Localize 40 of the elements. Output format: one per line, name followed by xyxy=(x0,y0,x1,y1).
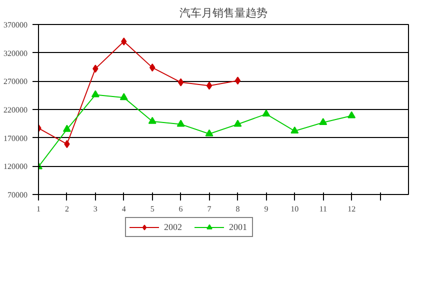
point xyxy=(234,76,241,85)
point xyxy=(150,64,156,72)
point xyxy=(319,118,328,126)
y-tick-label: 120000 xyxy=(4,162,28,172)
point xyxy=(64,140,70,148)
point xyxy=(148,116,156,124)
point xyxy=(290,126,299,134)
x-tick-label: 7 xyxy=(207,204,212,214)
y-tick-label: 320000 xyxy=(4,48,28,58)
y-tick-label: 220000 xyxy=(4,106,28,114)
y-tick-label: 70000 xyxy=(8,190,28,200)
point xyxy=(62,124,71,132)
x-tick-label: 4 xyxy=(122,204,126,214)
x-tick-label: 10 xyxy=(290,204,299,214)
x-tick-label: 3 xyxy=(93,204,98,214)
x-tick-label: 2 xyxy=(64,204,69,214)
x-tick-label: 5 xyxy=(150,204,154,214)
point xyxy=(176,120,185,127)
point xyxy=(178,78,184,86)
y-tick-label: 370000 xyxy=(4,20,28,30)
x-tick-label: 11 xyxy=(319,204,327,214)
x-tick-label: 6 xyxy=(178,204,183,214)
point xyxy=(348,111,356,118)
point xyxy=(91,90,100,98)
x-tick-label: 1 xyxy=(36,204,40,214)
point xyxy=(92,64,98,73)
point xyxy=(121,38,127,46)
y-tick-label: 170000 xyxy=(4,134,28,143)
legend-label: 2001 xyxy=(228,221,248,233)
point xyxy=(120,93,128,100)
point xyxy=(234,120,242,127)
legend-label: 2002 xyxy=(164,221,183,233)
x-tick-label: 12 xyxy=(348,204,356,214)
point xyxy=(205,129,214,136)
y-tick-label: 270000 xyxy=(4,77,28,86)
point xyxy=(206,82,212,90)
x-tick-label: 8 xyxy=(236,204,240,214)
x-tick-label: 9 xyxy=(264,204,268,214)
point xyxy=(262,109,270,117)
chart-title: 汽车月销售量趋势 xyxy=(180,6,268,20)
